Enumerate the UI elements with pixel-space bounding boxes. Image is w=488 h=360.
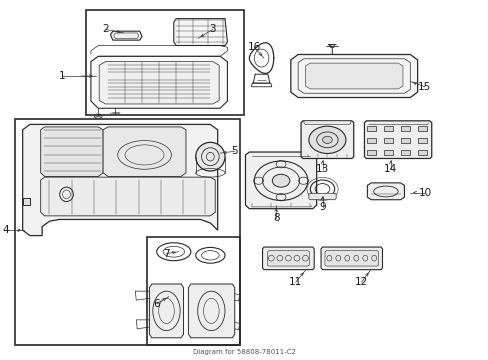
- Text: 13: 13: [315, 164, 328, 174]
- Bar: [384, 126, 392, 131]
- Text: 15: 15: [417, 82, 430, 92]
- Text: Diagram for 58808-78011-C2: Diagram for 58808-78011-C2: [193, 349, 295, 355]
- Polygon shape: [301, 121, 353, 158]
- Polygon shape: [366, 183, 404, 200]
- Bar: [366, 138, 375, 143]
- Bar: [417, 126, 426, 131]
- Polygon shape: [22, 198, 30, 205]
- Text: 12: 12: [354, 277, 367, 287]
- Bar: [400, 126, 409, 131]
- Polygon shape: [290, 54, 417, 98]
- Text: 8: 8: [272, 213, 279, 222]
- Bar: [400, 138, 409, 143]
- Polygon shape: [262, 247, 314, 270]
- Text: 11: 11: [288, 277, 302, 287]
- Text: 9: 9: [319, 202, 325, 212]
- Polygon shape: [41, 177, 215, 216]
- Text: 2: 2: [102, 24, 109, 35]
- Ellipse shape: [322, 136, 331, 143]
- Polygon shape: [305, 63, 402, 89]
- Polygon shape: [91, 56, 227, 108]
- Polygon shape: [267, 251, 309, 266]
- Polygon shape: [245, 152, 316, 209]
- Polygon shape: [321, 247, 382, 270]
- Polygon shape: [304, 121, 350, 125]
- Polygon shape: [103, 127, 185, 176]
- Text: 14: 14: [384, 164, 397, 174]
- Polygon shape: [149, 284, 183, 338]
- Bar: [366, 150, 375, 154]
- Bar: [417, 150, 426, 154]
- Text: 10: 10: [418, 188, 430, 198]
- Bar: [15, 119, 239, 345]
- Ellipse shape: [195, 142, 224, 171]
- Bar: [384, 138, 392, 143]
- Text: 3: 3: [209, 24, 216, 35]
- Bar: [366, 126, 375, 131]
- Bar: [400, 150, 409, 154]
- Polygon shape: [308, 193, 335, 200]
- Text: 4: 4: [2, 225, 9, 235]
- Polygon shape: [110, 31, 142, 40]
- Polygon shape: [325, 251, 378, 266]
- Polygon shape: [173, 19, 227, 45]
- Polygon shape: [41, 127, 103, 176]
- Text: 5: 5: [231, 146, 238, 156]
- Text: 1: 1: [58, 71, 65, 81]
- Ellipse shape: [272, 174, 289, 187]
- Polygon shape: [364, 121, 431, 158]
- Bar: [384, 150, 392, 154]
- Text: 6: 6: [153, 299, 160, 309]
- Text: 7: 7: [163, 248, 169, 258]
- Text: 16: 16: [247, 42, 260, 52]
- Bar: [417, 138, 426, 143]
- Polygon shape: [22, 125, 217, 235]
- Ellipse shape: [308, 126, 345, 153]
- Polygon shape: [99, 62, 219, 104]
- Bar: [86, 10, 244, 116]
- Polygon shape: [188, 284, 234, 338]
- Bar: [147, 237, 239, 345]
